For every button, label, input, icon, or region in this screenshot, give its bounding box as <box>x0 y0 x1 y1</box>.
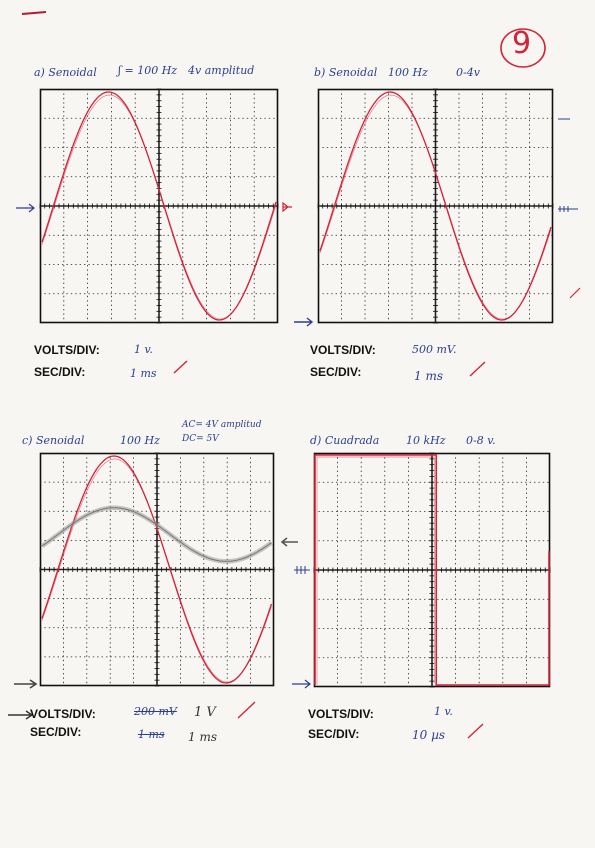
sec-div-label-c: SEC/DIV: <box>30 725 82 739</box>
oscilloscope-grid-a <box>39 88 279 324</box>
ground-marker-c <box>14 679 38 689</box>
check-mark-d <box>467 723 484 739</box>
volts-div-label-a: VOLTS/DIV: <box>34 343 100 357</box>
sec-div-value-d: 10 µs <box>412 728 446 742</box>
volts-div-value-d: 1 v. <box>434 705 453 718</box>
volts-div-label-d: VOLTS/DIV: <box>308 707 374 721</box>
frequency-c: 100 Hz <box>120 434 160 447</box>
ground-marker-b <box>294 317 314 327</box>
volts-div-label-b: VOLTS/DIV: <box>310 343 376 357</box>
ground-marker-d <box>292 679 311 689</box>
frequency-a: ʃ = 100 Hz <box>118 64 178 77</box>
volts-div-value-a: 1 v. <box>134 343 153 356</box>
check-mark-a <box>173 360 188 374</box>
square-trace-d <box>314 454 550 686</box>
amplitude-d: 0-8 v. <box>466 434 496 447</box>
top-left-mark <box>21 11 47 15</box>
volts-div-struck-c: 200 mV <box>134 705 177 718</box>
graticule <box>39 88 279 324</box>
oscilloscope-grid-b <box>317 88 554 324</box>
amplitude-a: 4v amplitud <box>188 64 255 77</box>
graticule <box>317 88 554 324</box>
caption-a: a) Senoidal <box>34 66 97 79</box>
check-mark-c <box>237 701 256 719</box>
oscilloscope-grid-c <box>39 452 275 687</box>
volts-div-value-b: 500 mV. <box>412 343 457 356</box>
sine-trace-a-echo <box>41 94 277 320</box>
trigger-marker-a <box>282 201 292 213</box>
side-marker-b-top <box>558 118 570 120</box>
sec-div-value-c: 1 ms <box>188 730 217 744</box>
frequency-b: 100 Hz <box>388 66 428 79</box>
level-marker-d <box>294 566 310 574</box>
offset-marker-c <box>280 537 298 547</box>
frequency-d: 10 kHz <box>406 434 446 447</box>
sec-div-label-d: SEC/DIV: <box>308 727 360 741</box>
sec-div-struck-c: 1 ms <box>138 728 165 741</box>
caption-c: c) Senoidal <box>22 434 85 447</box>
sine-trace-c-echo <box>41 458 272 683</box>
graticule <box>39 452 275 687</box>
volts-div-value-c: 1 V <box>194 705 216 720</box>
offset-sine-trace-c-line <box>41 507 272 562</box>
ac-note-c: AC= 4V amplitud <box>182 420 262 430</box>
sec-div-label-a: SEC/DIV: <box>34 365 86 379</box>
sine-trace-b-echo <box>319 94 552 320</box>
graticule <box>313 452 551 688</box>
side-check-b <box>569 287 581 299</box>
amplitude-b: 0-4v <box>456 66 480 79</box>
caption-d: d) Cuadrada <box>310 434 380 447</box>
page-number: 9 <box>512 26 532 61</box>
caption-b: b) Senoidal <box>314 66 378 79</box>
ground-marker-a <box>16 203 35 213</box>
dc-note-c: DC= 5V <box>182 434 219 444</box>
sec-div-label-b: SEC/DIV: <box>310 365 362 379</box>
sec-div-value-b: 1 ms <box>414 369 443 383</box>
volts-div-label-c: VOLTS/DIV: <box>30 707 96 721</box>
side-marker-b-mid <box>558 206 578 212</box>
oscilloscope-grid-d <box>313 452 551 688</box>
page-number-circle <box>500 28 546 68</box>
check-mark-b <box>469 361 486 377</box>
square-trace-d-echo <box>316 456 435 685</box>
left-margin-arrow-c <box>8 710 34 720</box>
sec-div-value-a: 1 ms <box>130 367 157 380</box>
